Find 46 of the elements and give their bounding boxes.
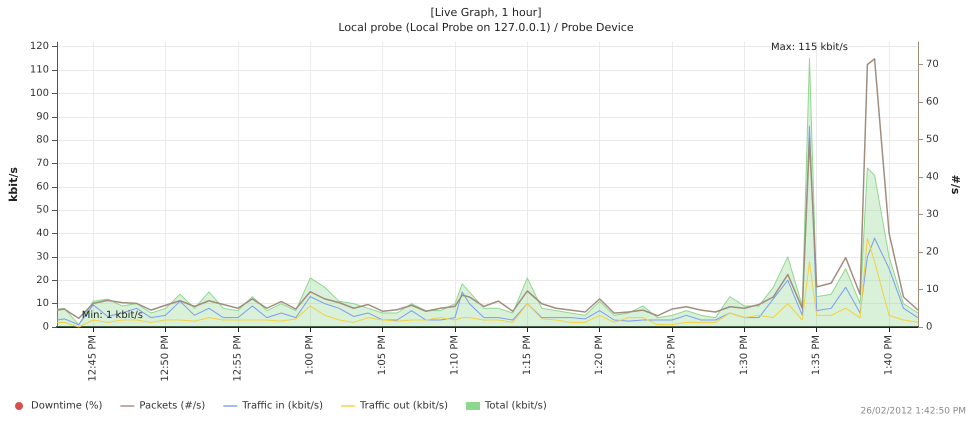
x-tick-label: 1:00 PM: [304, 335, 316, 376]
x-tick-label: 1:35 PM: [811, 335, 822, 376]
y-axis-title: kbit/s: [7, 166, 20, 202]
y-tick-label: 60: [36, 181, 49, 192]
annotation: Max: 115 kbit/s: [771, 42, 848, 53]
y2-tick-label: 20: [926, 246, 939, 258]
y-tick-label: 30: [36, 251, 49, 262]
legend-label: Total (kbit/s): [484, 400, 547, 412]
x-tick-label: 1:20 PM: [594, 335, 606, 376]
y2-axis-title: #/s: [949, 174, 962, 195]
legend-label: Packets (#/s): [139, 400, 206, 412]
y-tick-label: 40: [36, 228, 49, 240]
legend-label: Traffic in (kbit/s): [241, 400, 324, 412]
x-tick-label: 1:10 PM: [449, 335, 460, 376]
x-tick-label: 12:55 PM: [232, 335, 244, 382]
line-series: [56, 238, 918, 328]
y-tick-label: 100: [30, 88, 49, 99]
y2-tick-label: 60: [926, 96, 939, 108]
chart-title: [Live Graph, 1 hour]: [430, 6, 542, 19]
x-tick-label: 1:30 PM: [738, 335, 750, 376]
y2-tick-label: 70: [926, 59, 939, 70]
text: 26/02/2012 1:42:50 PM: [860, 406, 966, 416]
x-tick-label: 1:25 PM: [666, 335, 678, 376]
x-tick-label: 1:05 PM: [377, 335, 388, 376]
x-tick-label: 12:50 PM: [160, 335, 172, 382]
y-tick-label: 20: [36, 274, 49, 286]
y2-tick-label: 10: [926, 284, 939, 295]
legend-label: Traffic out (kbit/s): [359, 400, 448, 412]
y-tick-label: 90: [36, 111, 49, 122]
x-tick-label: 1:40 PM: [884, 335, 895, 376]
y2-tick-label: 0: [926, 322, 932, 332]
annotation: Min: 1 kbit/s: [82, 310, 143, 322]
y-tick-label: 70: [36, 158, 49, 169]
y2-tick-label: 30: [926, 209, 939, 220]
y2-tick-label: 40: [926, 172, 939, 182]
y-tick-label: 120: [30, 41, 49, 52]
y-tick-label: 50: [36, 204, 49, 216]
x-tick-label: 1:15 PM: [522, 335, 533, 376]
y-tick-label: 10: [36, 298, 49, 310]
y-tick-label: 0: [42, 322, 49, 332]
legend-label: Downtime (%): [31, 400, 103, 412]
chart-subtitle: Local probe (Local Probe on 127.0.0.1) / Probe Device: [338, 21, 634, 34]
y-tick-label: 80: [36, 134, 49, 146]
x-tick-label: 12:45 PM: [88, 335, 99, 382]
y-tick-label: 110: [30, 64, 49, 76]
y2-tick-label: 50: [926, 134, 939, 145]
